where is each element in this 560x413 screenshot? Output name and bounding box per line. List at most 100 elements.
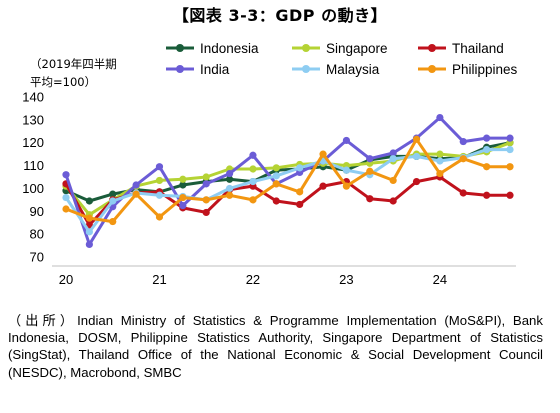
data-point-singapore [436,150,444,158]
data-point-thailand [296,200,304,209]
data-point-malaysia [483,145,491,154]
y-axis-label-line: 平均=100） [30,75,96,89]
data-point-thailand [319,182,327,190]
y-tick-label: 130 [22,112,44,127]
data-point-thailand [459,189,467,197]
data-point-malaysia [389,155,397,163]
data-point-philippines [202,196,210,204]
data-point-singapore [179,175,187,183]
data-point-india [389,149,397,157]
y-tick-label: 100 [22,181,44,196]
data-point-philippines [389,176,397,185]
legend-label-india: India [200,62,230,77]
series-line-malaysia [64,148,510,234]
y-tick-label: 90 [30,204,44,219]
data-point-thailand [366,195,374,203]
x-tick-label: 20 [59,272,73,287]
legend-marker-indonesia [176,44,184,52]
data-point-india [179,201,187,210]
data-point-india [506,134,514,142]
x-axis-ticks: 20 21 22 23 24 [59,272,447,287]
data-point-indonesia [85,197,93,205]
data-point-malaysia [412,152,421,161]
data-point-india [342,136,351,145]
data-point-philippines [342,182,351,190]
data-point-india [62,171,70,179]
data-point-philippines [366,167,374,175]
data-point-india [459,137,467,146]
data-point-india [366,155,374,163]
legend-marker-malaysia [302,65,310,73]
y-axis-label-line: （2019年四半期 [30,57,117,71]
data-point-india [249,151,257,159]
series-line-singapore [64,141,511,217]
data-point-philippines [62,205,70,213]
data-point-malaysia [85,228,93,236]
y-axis-ticks: 70 80 90 100 110 120 130 140 [22,90,44,265]
data-point-philippines [179,193,187,202]
data-point-malaysia [62,193,70,202]
data-point-philippines [506,163,514,171]
data-point-malaysia [109,197,117,205]
data-point-philippines [436,169,444,178]
data-point-india [202,180,210,188]
series-line-philippines [65,137,510,224]
data-point-philippines [249,196,257,204]
legend-label-thailand: Thailand [452,41,504,56]
data-point-philippines [225,191,234,199]
data-point-philippines [155,213,164,221]
data-point-malaysia [272,172,280,180]
data-point-india [155,163,164,171]
data-point-malaysia [342,166,351,174]
data-point-india [132,181,140,189]
y-tick-label: 120 [22,135,44,150]
chart-title: 【図表 3-3：GDP の動き】 [172,6,388,25]
data-point-philippines [483,163,491,171]
data-point-philippines [459,155,467,163]
x-tick-label: 24 [433,272,447,287]
data-point-philippines [109,217,117,226]
legend-label-philippines: Philippines [452,62,518,77]
legend-label-singapore: Singapore [326,41,388,56]
x-tick-label: 23 [339,272,353,287]
legend: Indonesia Singapore Thailand India Malaysia P… [166,41,518,77]
data-point-philippines [272,180,280,188]
data-point-singapore [249,165,257,173]
data-point-malaysia [225,184,234,193]
data-point-thailand [202,208,210,217]
data-point-malaysia [436,157,444,165]
series-line-indonesia [65,141,511,203]
series-lines [62,113,514,249]
data-point-philippines [132,190,140,198]
data-point-thailand [272,197,280,205]
data-point-thailand [412,177,421,186]
legend-marker-philippines [428,65,436,73]
x-tick-label: 21 [152,272,166,287]
data-point-thailand [389,197,397,205]
data-point-indonesia [179,181,187,189]
data-point-india [225,169,234,178]
data-point-philippines [85,214,93,222]
data-point-malaysia [506,145,514,154]
x-tick-label: 22 [246,272,260,287]
data-point-india [483,134,491,142]
legend-marker-india [176,65,184,73]
source-note: （出所）Indian Ministry of Statistics & Prog… [8,313,543,380]
legend-marker-thailand [428,44,436,52]
data-point-thailand [483,191,491,199]
data-point-malaysia [249,177,257,186]
data-point-philippines [296,188,304,196]
legend-marker-singapore [302,44,310,52]
data-point-singapore [272,164,280,172]
data-point-singapore [202,173,210,181]
data-point-malaysia [155,191,164,199]
data-point-singapore [155,176,164,185]
data-point-indonesia [225,175,234,183]
data-point-philippines [412,135,421,143]
y-tick-label: 110 [23,158,44,173]
data-point-indonesia [109,190,117,198]
data-point-india [436,113,444,122]
y-tick-label: 80 [30,227,44,242]
